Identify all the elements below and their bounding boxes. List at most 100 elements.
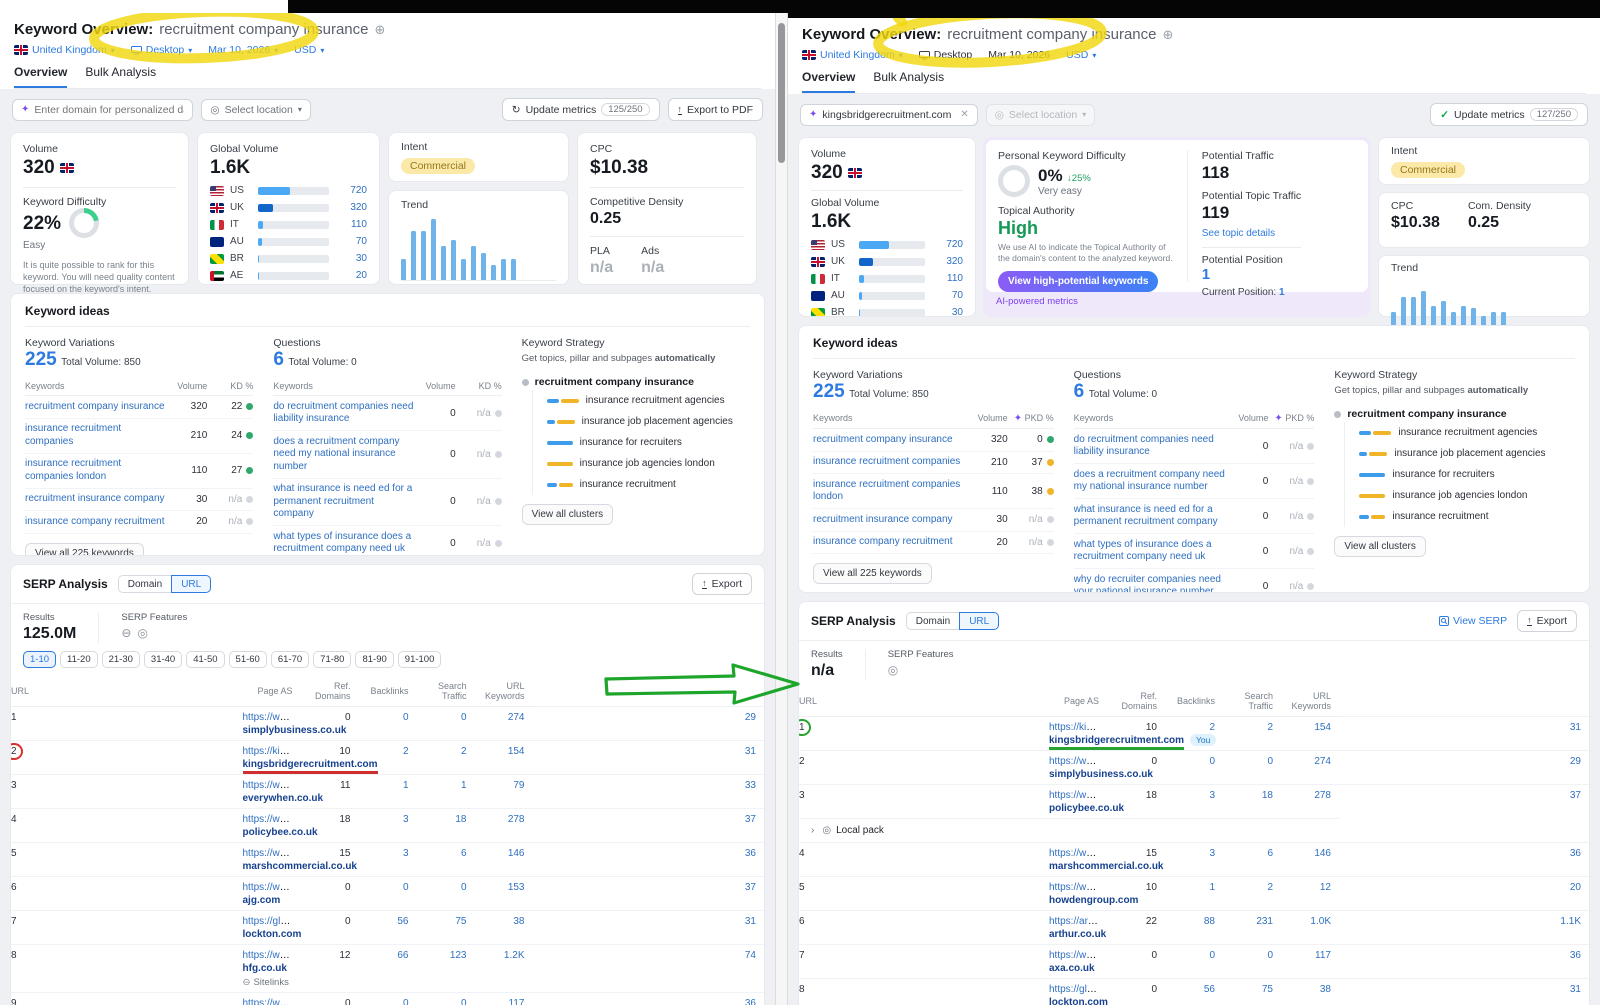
metric-cell[interactable]: 1.1K: [1339, 910, 1589, 945]
toggle-url-button[interactable]: URL: [959, 612, 1000, 630]
result-url-link[interactable]: https://www.everywhen.co.uk/small-busine…: [242, 779, 293, 791]
country-selector[interactable]: United Kingdom ▾: [14, 44, 115, 56]
metric-cell[interactable]: 38: [1281, 978, 1339, 1005]
metric-cell[interactable]: 12: [1281, 876, 1339, 911]
result-domain[interactable]: kingsbridgerecruitment.com: [242, 758, 378, 774]
pagination-pill[interactable]: 1-10: [23, 651, 57, 668]
keyword-link[interactable]: insurance recruitment companies london: [25, 458, 122, 482]
local-pack-feature-icon[interactable]: ◎: [887, 663, 899, 677]
metric-cell[interactable]: 278: [474, 808, 533, 843]
metric-cell[interactable]: 0: [358, 992, 417, 1005]
metric-cell[interactable]: 56: [358, 910, 417, 945]
cluster-label[interactable]: insurance recruitment: [1392, 511, 1489, 522]
export-pdf-button[interactable]: ↑ Export to PDF: [667, 98, 763, 121]
pagination-pill[interactable]: 31-40: [143, 651, 183, 668]
see-topic-details-link[interactable]: See topic details: [1201, 228, 1276, 239]
metric-cell[interactable]: 6: [1223, 842, 1281, 877]
domain-input[interactable]: [34, 103, 185, 116]
metric-cell[interactable]: 6: [416, 842, 475, 877]
scrollbar-thumb[interactable]: [778, 23, 785, 163]
metric-cell[interactable]: 1: [1165, 876, 1223, 911]
keyword-link[interactable]: insurance recruitment companies london: [813, 478, 961, 503]
expand-icon[interactable]: ›: [811, 825, 815, 836]
cluster-label[interactable]: insurance job placement agencies: [1394, 448, 1546, 459]
currency-selector[interactable]: USD ▾: [294, 44, 325, 56]
metric-cell[interactable]: 3: [358, 808, 417, 843]
metric-cell[interactable]: 18: [416, 808, 475, 843]
metric-cell[interactable]: 274: [474, 706, 533, 741]
metric-cell[interactable]: 153: [474, 876, 533, 911]
pagination-pill[interactable]: 71-80: [313, 651, 352, 668]
metric-cell[interactable]: 0: [416, 992, 475, 1005]
result-url-link[interactable]: https://www.axa.co.uk/business-insurance…: [1049, 949, 1099, 961]
result-domain[interactable]: axa.co.uk: [1049, 962, 1095, 974]
sitelinks-feature-icon[interactable]: ⊖: [121, 626, 132, 640]
result-url-link[interactable]: https://kingsbridgerecruitment.com/produ…: [242, 745, 293, 757]
toggle-domain-button[interactable]: Domain: [905, 612, 961, 630]
keyword-link[interactable]: recruitment company insurance: [813, 433, 953, 445]
metric-cell[interactable]: 79: [474, 774, 533, 809]
metric-cell[interactable]: 0: [358, 876, 417, 911]
pagination-pill[interactable]: 61-70: [270, 651, 310, 668]
metric-cell[interactable]: 0: [358, 706, 417, 741]
result-domain[interactable]: lockton.com: [1049, 996, 1108, 1005]
date-selector[interactable]: Mar 10, 2026: [988, 49, 1051, 61]
result-domain[interactable]: marshcommercial.co.uk: [242, 860, 358, 872]
country-selector[interactable]: United Kingdom ▾: [802, 49, 903, 61]
metric-cell[interactable]: 31: [532, 740, 764, 775]
metric-cell[interactable]: 33: [532, 774, 764, 809]
metric-cell[interactable]: 146: [474, 842, 533, 877]
metric-cell[interactable]: 1: [416, 774, 475, 809]
result-domain[interactable]: lockton.com: [242, 928, 302, 940]
metric-cell[interactable]: 0: [416, 706, 475, 741]
cluster-label[interactable]: insurance for recruiters: [1392, 469, 1495, 480]
keyword-link[interactable]: do recruitment companies need liability …: [1073, 433, 1214, 458]
metric-cell[interactable]: 38: [474, 910, 533, 945]
metric-cell[interactable]: 0: [1165, 750, 1223, 785]
cluster-label[interactable]: insurance job agencies london: [579, 458, 715, 469]
serp-export-button[interactable]: ↑ Export: [692, 573, 752, 595]
metric-cell[interactable]: 278: [1281, 784, 1339, 819]
view-all-keywords-button[interactable]: View all 225 keywords: [25, 542, 144, 555]
view-high-potential-keywords-button[interactable]: View high-potential keywords: [998, 271, 1159, 293]
add-keyword-icon[interactable]: ⊕: [1162, 26, 1174, 42]
result-url-link[interactable]: https://arthur.co.uk/: [1049, 915, 1099, 927]
result-url-link[interactable]: https://www.simplybusiness.co.uk/busines…: [1049, 755, 1099, 767]
metric-cell[interactable]: 0: [1223, 944, 1281, 979]
metric-cell[interactable]: 231: [1223, 910, 1281, 945]
result-domain[interactable]: policybee.co.uk: [242, 826, 318, 838]
local-pack-row[interactable]: › ◎ Local pack: [799, 818, 1589, 843]
result-url-link[interactable]: https://www.ajg.com/uk/small-business-in…: [242, 881, 293, 893]
device-selector[interactable]: Desktop ▾: [130, 44, 192, 56]
keyword-link[interactable]: what insurance is need ed for a permanen…: [1073, 503, 1218, 528]
metric-cell[interactable]: 75: [416, 910, 475, 945]
result-url-link[interactable]: https://www.marshcommercial.co.uk/for-bu…: [1049, 847, 1099, 859]
metric-cell[interactable]: 88: [1165, 910, 1223, 945]
metric-cell[interactable]: 37: [532, 808, 764, 843]
metric-cell[interactable]: 74: [532, 944, 764, 993]
serp-export-button[interactable]: ↑ Export: [1517, 610, 1577, 632]
cluster-label[interactable]: insurance job agencies london: [1392, 490, 1528, 501]
metric-cell[interactable]: 123: [416, 944, 475, 993]
keyword-link[interactable]: does a recruitment company need my natio…: [273, 435, 400, 472]
result-domain[interactable]: policybee.co.uk: [1049, 802, 1125, 814]
keyword-link[interactable]: insurance recruitment companies: [813, 456, 961, 467]
pagination-pill[interactable]: 91-100: [397, 651, 442, 668]
keyword-link[interactable]: does a recruitment company need my natio…: [1073, 468, 1225, 493]
result-url-link[interactable]: https://www.policybee.co.uk/recruitment-…: [1049, 789, 1099, 801]
cluster-label[interactable]: insurance job placement agencies: [581, 416, 733, 427]
metric-cell[interactable]: 2: [1223, 716, 1281, 751]
metric-cell[interactable]: 154: [474, 740, 533, 775]
view-all-clusters-button[interactable]: View all clusters: [521, 504, 614, 525]
result-url-link[interactable]: https://www.hfg.co.uk/: [242, 949, 293, 961]
metric-cell[interactable]: 36: [1339, 944, 1589, 979]
result-url-link[interactable]: https://kingsbridgerecruitment.com/produ…: [1049, 721, 1099, 733]
keyword-link[interactable]: do recruitment companies need liability …: [273, 400, 414, 425]
keyword-link[interactable]: recruitment insurance company: [813, 513, 953, 525]
metric-cell[interactable]: 3: [358, 842, 417, 877]
currency-selector[interactable]: USD ▾: [1066, 49, 1097, 61]
update-metrics-button[interactable]: ↻ Update metrics 125/250: [501, 98, 660, 121]
metric-cell[interactable]: 29: [1339, 750, 1589, 785]
metric-cell[interactable]: 2: [1223, 876, 1281, 911]
result-domain[interactable]: everywhen.co.uk: [242, 792, 324, 804]
